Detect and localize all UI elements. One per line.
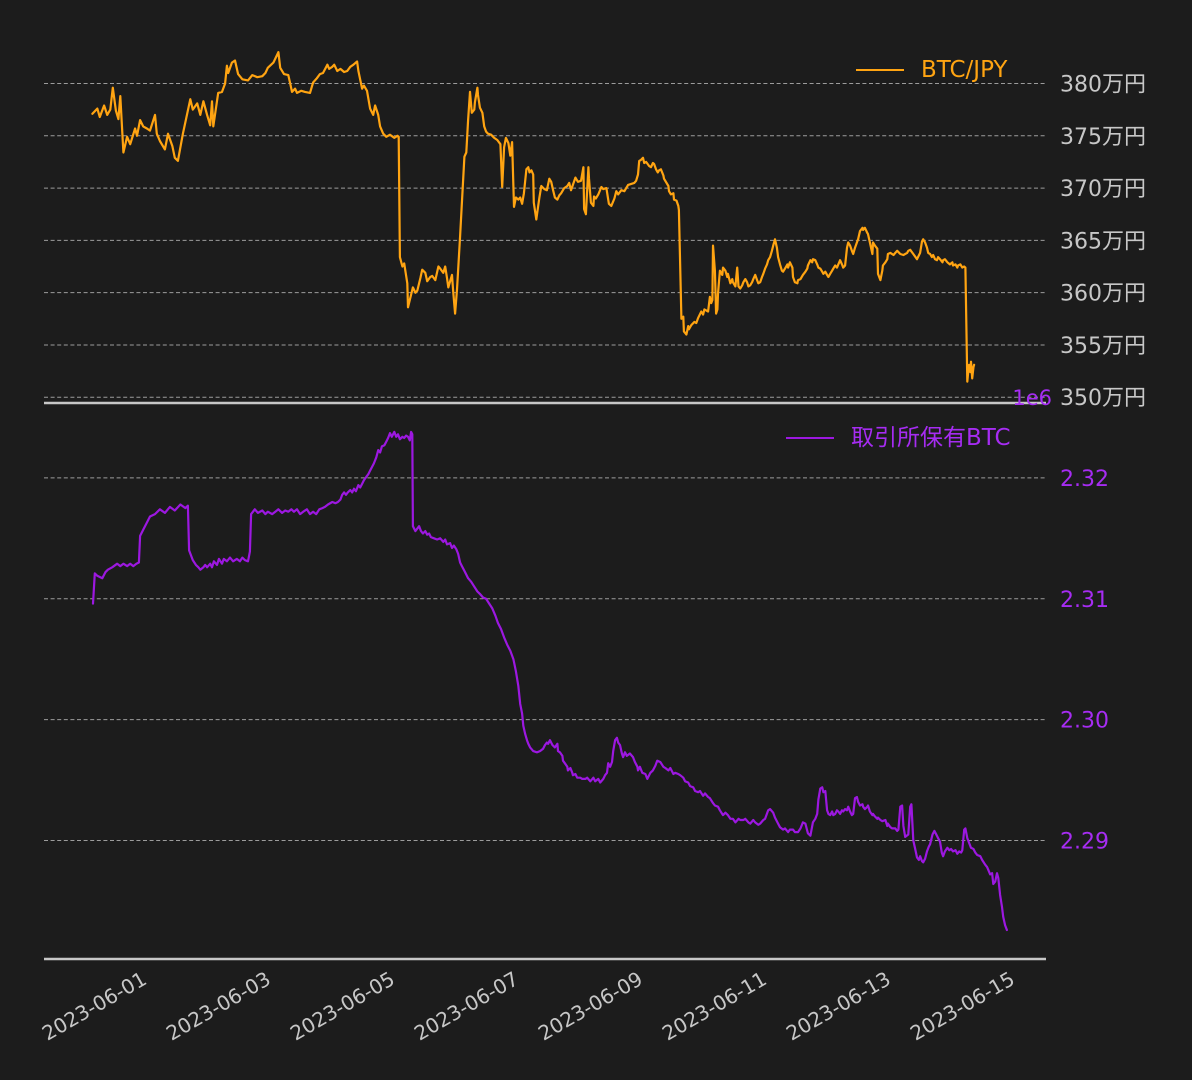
btc-jpy-y-tick-label: 360万円 [1060,282,1146,307]
btc-jpy-line [91,50,976,383]
btc-jpy-y-tick-label: 350万円 [1060,386,1146,411]
exchange-btc-y-tick-label: 2.31 [1060,588,1109,613]
exchange-btc-line [91,430,1009,932]
x-tick-label: 2023-06-07 [410,967,523,1046]
x-tick-label: 2023-06-01 [38,967,151,1046]
x-tick-label: 2023-06-13 [782,967,895,1046]
x-tick-label: 2023-06-15 [906,967,1019,1046]
exchange-btc-axis-offset-label: 1e6 [1012,386,1052,410]
x-tick-label: 2023-06-11 [658,967,771,1046]
legend-label-btc-jpy: BTC/JPY [921,57,1008,83]
x-tick-label: 2023-06-09 [534,967,647,1046]
legend-btc-jpy: BTC/JPY [856,56,1008,84]
legend-exchange-btc: 取引所保有BTC [786,424,1011,452]
legend-label-exchange-btc: 取引所保有BTC [851,425,1011,451]
x-tick-label: 2023-06-03 [162,967,275,1046]
btc-jpy-y-tick-label: 370万円 [1060,177,1146,202]
legend-line-sample-btc-jpy [856,69,904,71]
x-tick-label: 2023-06-05 [286,967,399,1046]
btc-jpy-y-tick-label: 365万円 [1060,229,1146,254]
exchange-btc-y-tick-label: 2.32 [1060,467,1109,492]
btc-jpy-y-tick-label: 375万円 [1060,125,1146,150]
exchange-btc-y-tick-label: 2.30 [1060,709,1109,734]
legend-line-sample-exchange-btc [786,437,834,439]
btc-jpy-chart: 350万円 355万円 360万円 365万円 370万円 375万円 380万円 [44,50,1146,411]
btc-jpy-y-tick-label: 355万円 [1060,334,1146,359]
exchange-btc-y-tick-label: 2.29 [1060,830,1109,855]
btc-jpy-y-tick-label: 380万円 [1060,73,1146,98]
